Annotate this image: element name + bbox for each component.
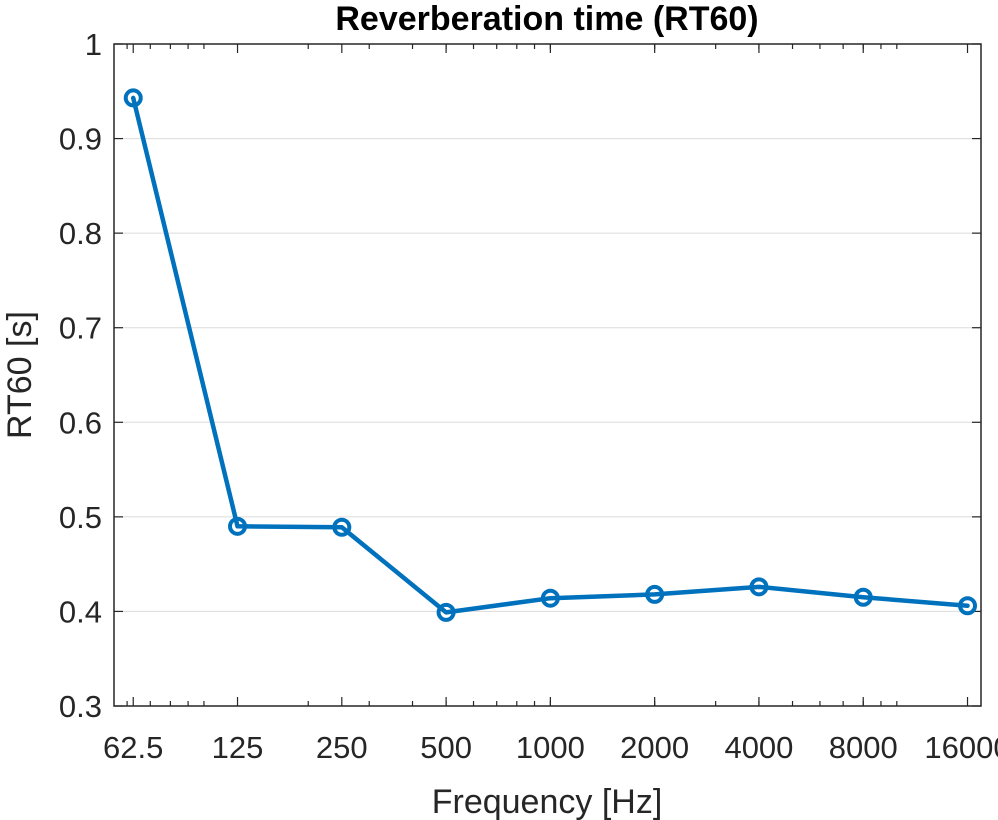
y-axis-label: RT60 [s] xyxy=(1,311,39,439)
x-tick-label: 8000 xyxy=(829,730,898,765)
x-tick-label: 500 xyxy=(420,730,472,765)
y-tick-label: 0.6 xyxy=(59,405,102,440)
y-tick-label: 1 xyxy=(85,27,102,62)
y-tick-label: 0.4 xyxy=(59,594,102,629)
data-point xyxy=(436,602,456,622)
y-tick-label: 0.3 xyxy=(59,689,102,724)
x-tick-label: 62.5 xyxy=(103,730,163,765)
y-tick-label: 0.5 xyxy=(59,500,102,535)
data-point xyxy=(645,584,665,604)
data-point xyxy=(749,577,769,597)
series-layer xyxy=(123,88,978,622)
data-point xyxy=(332,517,352,537)
data-point xyxy=(540,588,560,608)
data-point xyxy=(853,587,873,607)
data-point xyxy=(228,516,248,536)
series-line xyxy=(130,95,970,615)
data-point xyxy=(958,596,978,616)
x-tick-label: 125 xyxy=(212,730,264,765)
x-axis-label: Frequency [Hz] xyxy=(432,783,663,820)
x-tick-label: 4000 xyxy=(724,730,793,765)
y-tick-labels: 0.3 0.4 0.5 0.6 0.7 0.8 0.9 1 xyxy=(59,27,102,724)
x-tick-label: 1000 xyxy=(516,730,585,765)
y-tick-label: 0.7 xyxy=(59,311,102,346)
grid-lines xyxy=(114,138,981,612)
x-tick-label: 250 xyxy=(316,730,368,765)
y-tick-label: 0.8 xyxy=(59,216,102,251)
chart-title: Reverberation time (RT60) xyxy=(335,0,758,38)
data-point xyxy=(123,88,143,108)
y-tick-label: 0.9 xyxy=(59,122,102,157)
x-tick-label: 2000 xyxy=(620,730,689,765)
plot-frame xyxy=(113,43,982,707)
